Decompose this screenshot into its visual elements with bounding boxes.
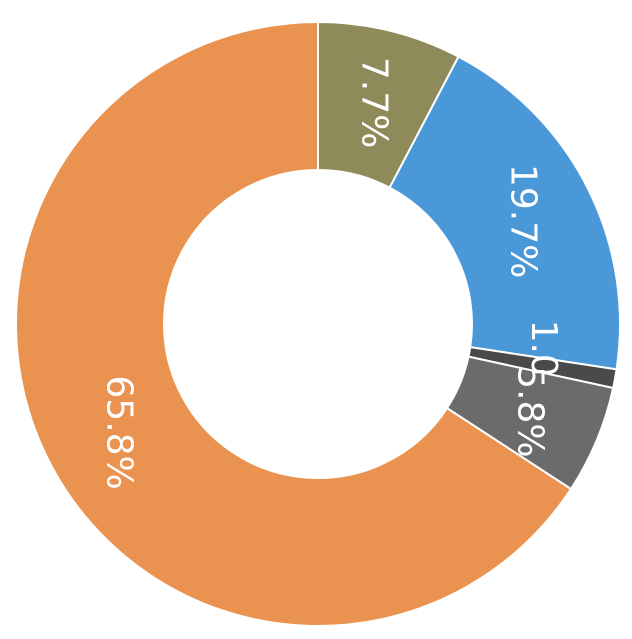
slice-1 (388, 55, 621, 371)
slice-label-4: 65.8% (99, 375, 140, 489)
slice-4 (15, 20, 573, 627)
slice-label-0: 7.7% (354, 57, 395, 148)
slice-label-3: 5.8% (509, 366, 550, 457)
slice-label-1: 19.7% (502, 164, 543, 278)
